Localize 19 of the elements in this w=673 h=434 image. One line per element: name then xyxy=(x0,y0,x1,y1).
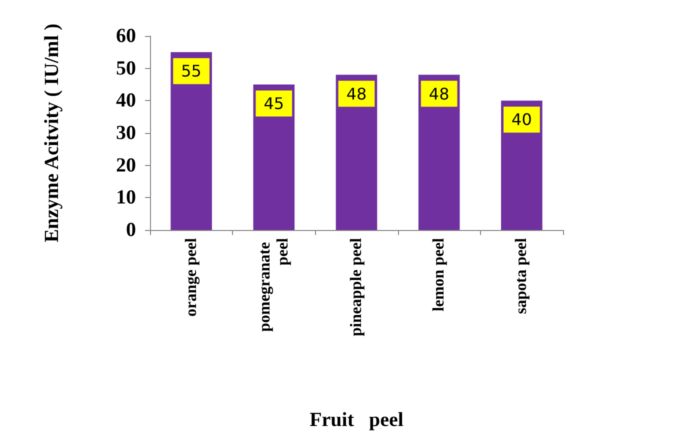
y-tick-label: 60 xyxy=(116,25,136,47)
y-axis-title: Enzyme Acitvity ( IU/ml ) xyxy=(41,24,63,242)
y-tick-label: 10 xyxy=(116,186,136,209)
y-tick-label: 0 xyxy=(126,219,136,241)
data-label: 48 xyxy=(428,84,450,104)
data-label: 45 xyxy=(264,94,284,113)
y-tick-label: 40 xyxy=(116,90,136,112)
y-tick-label: 50 xyxy=(116,57,136,80)
x-tick-label: pomegranate peel xyxy=(256,237,292,332)
y-tick-label: 20 xyxy=(116,154,136,176)
x-tick-label: pineapple peel xyxy=(348,237,365,336)
x-tick-label: orange peel xyxy=(182,237,200,317)
data-label: 48 xyxy=(346,84,367,104)
data-label: 40 xyxy=(512,110,532,130)
y-tick-label: 30 xyxy=(116,122,136,144)
x-tick-label: sapota peel xyxy=(513,237,530,314)
x-axis-title: Fruit peel xyxy=(310,409,404,431)
data-label: 55 xyxy=(181,62,202,81)
x-tick-label: lemon peel xyxy=(430,237,448,312)
